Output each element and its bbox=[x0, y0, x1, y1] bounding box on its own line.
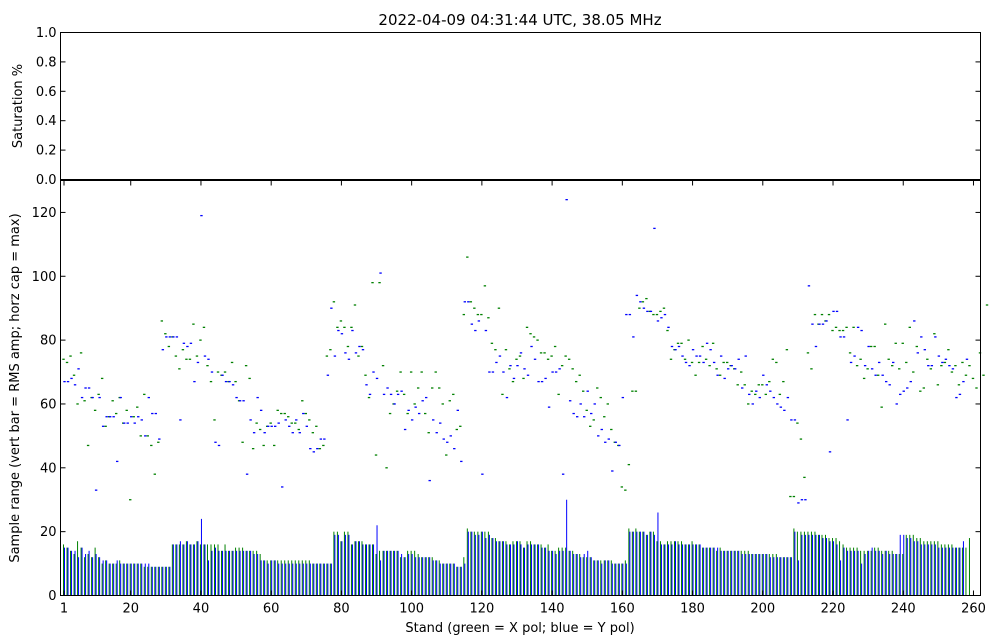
range-ytick-label: 100 bbox=[32, 270, 57, 285]
xtick-label: 60 bbox=[263, 602, 280, 617]
xtick-label: 80 bbox=[333, 602, 350, 617]
xtick-label: 100 bbox=[399, 602, 424, 617]
xtick-label: 220 bbox=[821, 602, 846, 617]
range-yticks: 0 20 40 60 80 100 120 bbox=[32, 206, 981, 604]
range-ytick-label: 0 bbox=[48, 589, 56, 604]
xtick-label: 180 bbox=[680, 602, 705, 617]
saturation-panel: 0.0 0.2 0.4 0.6 0.8 1.0 Saturation % bbox=[11, 26, 981, 188]
chart-title: 2022-04-09 04:31:44 UTC, 38.05 MHz bbox=[378, 11, 661, 29]
xtick-label: 240 bbox=[891, 602, 916, 617]
saturation-ytick-label: 1.0 bbox=[36, 26, 57, 41]
range-bars bbox=[62, 199, 989, 596]
range-ytick-label: 40 bbox=[40, 461, 57, 476]
saturation-frame bbox=[60, 32, 981, 180]
range-ytick-label: 120 bbox=[32, 206, 57, 221]
xtick-label: 140 bbox=[540, 602, 565, 617]
saturation-ytick-label: 0.6 bbox=[36, 85, 57, 100]
saturation-ytick-label: 0.0 bbox=[36, 173, 57, 188]
xtick-label: 40 bbox=[193, 602, 210, 617]
range-ytick-label: 60 bbox=[40, 397, 57, 412]
saturation-ytick-label: 0.2 bbox=[36, 144, 57, 159]
range-ytick-label: 20 bbox=[40, 525, 57, 540]
range-xticks: 1 20 40 60 80 100 120 140 160 180 200 220 240 260 bbox=[60, 180, 986, 617]
x-axis-label: Stand (green = X pol; blue = Y pol) bbox=[405, 621, 634, 636]
range-ytick-label: 80 bbox=[40, 334, 57, 349]
range-ylabel: Sample range (vert bar = RMS amp; horz c… bbox=[8, 213, 23, 562]
saturation-yticks: 0.0 0.2 0.4 0.6 0.8 1.0 bbox=[36, 26, 981, 188]
xtick-label: 200 bbox=[750, 602, 775, 617]
xtick-label: 120 bbox=[469, 602, 494, 617]
xtick-label: 260 bbox=[961, 602, 986, 617]
xtick-label: 160 bbox=[610, 602, 635, 617]
range-frame bbox=[60, 180, 981, 596]
saturation-ylabel: Saturation % bbox=[11, 64, 26, 148]
xtick-label: 1 bbox=[60, 602, 68, 617]
xtick-label: 20 bbox=[122, 602, 139, 617]
saturation-ytick-label: 0.8 bbox=[36, 55, 57, 70]
saturation-ytick-label: 0.4 bbox=[36, 114, 57, 129]
